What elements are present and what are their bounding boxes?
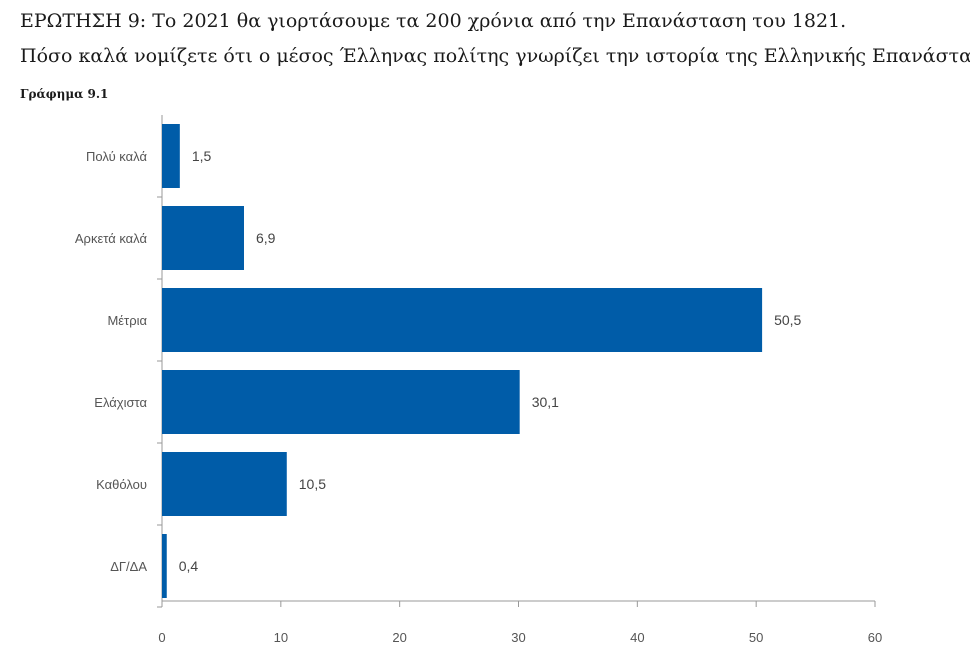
data-label: 10,5 — [299, 476, 326, 492]
x-tick-label: 0 — [158, 630, 165, 645]
x-tick-label: 20 — [392, 630, 406, 645]
category-label: Αρκετά καλά — [75, 231, 148, 246]
category-label: Ελάχιστα — [94, 395, 147, 410]
bar — [162, 452, 287, 516]
x-tick-label: 60 — [868, 630, 882, 645]
figure-label: Γράφημα 9.1 — [20, 87, 109, 101]
bar — [162, 206, 244, 270]
data-label: 0,4 — [179, 558, 199, 574]
x-tick-label: 30 — [511, 630, 525, 645]
bar — [162, 534, 167, 598]
x-tick-label: 50 — [749, 630, 763, 645]
question-line-1: ΕΡΩΤΗΣΗ 9: Το 2021 θα γιορτάσουμε τα 200… — [20, 10, 847, 32]
category-label: Καθόλου — [96, 477, 147, 492]
category-label: Μέτρια — [107, 313, 147, 328]
data-label: 30,1 — [532, 394, 559, 410]
bar — [162, 370, 520, 434]
category-label: Πολύ καλά — [86, 149, 147, 164]
data-label: 50,5 — [774, 312, 801, 328]
category-label: ΔΓ/ΔΑ — [110, 559, 147, 574]
bar — [162, 288, 763, 352]
data-label: 6,9 — [256, 230, 276, 246]
question-line-2: Πόσο καλά νομίζετε ότι ο μέσος Έλληνας π… — [20, 45, 970, 67]
bar — [162, 124, 180, 188]
x-tick-label: 10 — [274, 630, 288, 645]
data-label: 1,5 — [192, 148, 212, 164]
x-tick-label: 40 — [630, 630, 644, 645]
